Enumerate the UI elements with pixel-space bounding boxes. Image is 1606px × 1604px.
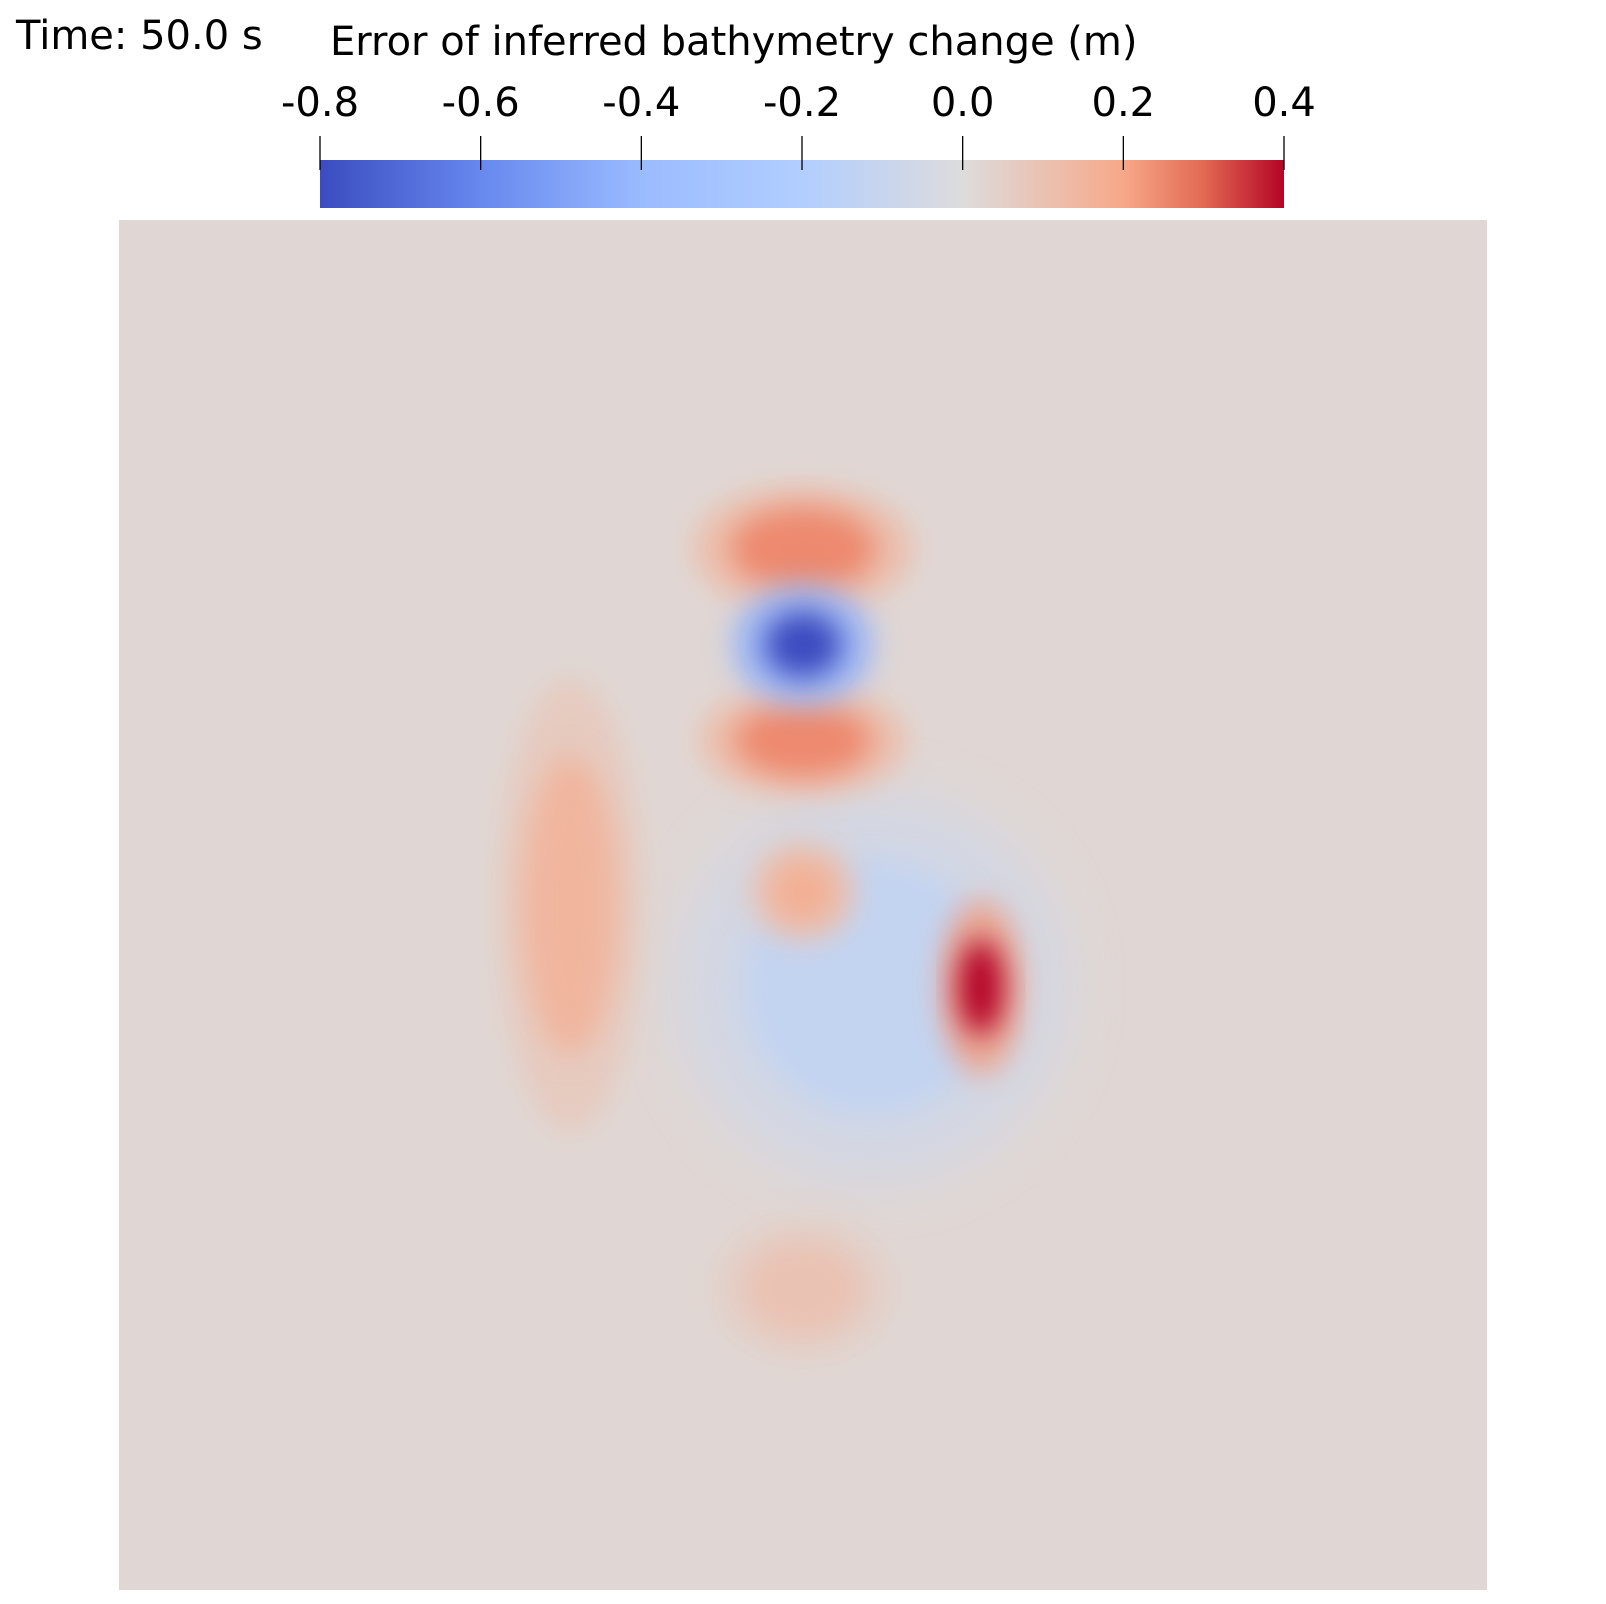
colorbar-tick-label: 0.4: [1252, 80, 1316, 126]
colorbar-tick-label: 0.0: [931, 80, 995, 126]
heatmap-plot: [119, 220, 1487, 1590]
heatmap-ring-top: [730, 508, 876, 590]
colorbar-tick-label: -0.6: [442, 80, 520, 126]
colorbar: -0.8 -0.6 -0.4 -0.2 0.0 0.2 0.4: [281, 80, 1316, 208]
heatmap-ring-bottom: [735, 704, 871, 777]
heatmap-small-center: [767, 857, 839, 926]
colorbar-tick-label: -0.2: [763, 80, 841, 126]
colorbar-tick-label: -0.8: [281, 80, 359, 126]
colorbar-tick-label: -0.4: [602, 80, 680, 126]
time-label: Time: 50.0 s: [16, 13, 263, 59]
heatmap-min-blob: [764, 611, 842, 678]
colorbar-tick-label: 0.2: [1092, 80, 1156, 126]
heatmap-bottom-blob: [743, 1241, 863, 1336]
colorbar-ticks: -0.8 -0.6 -0.4 -0.2 0.0 0.2 0.4: [281, 80, 1316, 170]
colorbar-title: Error of inferred bathymetry change (m): [330, 19, 1138, 65]
heatmap-max-blob: [958, 939, 1004, 1035]
heatmap-left-lobe: [523, 756, 618, 1054]
heatmap-features: [498, 486, 1067, 1361]
